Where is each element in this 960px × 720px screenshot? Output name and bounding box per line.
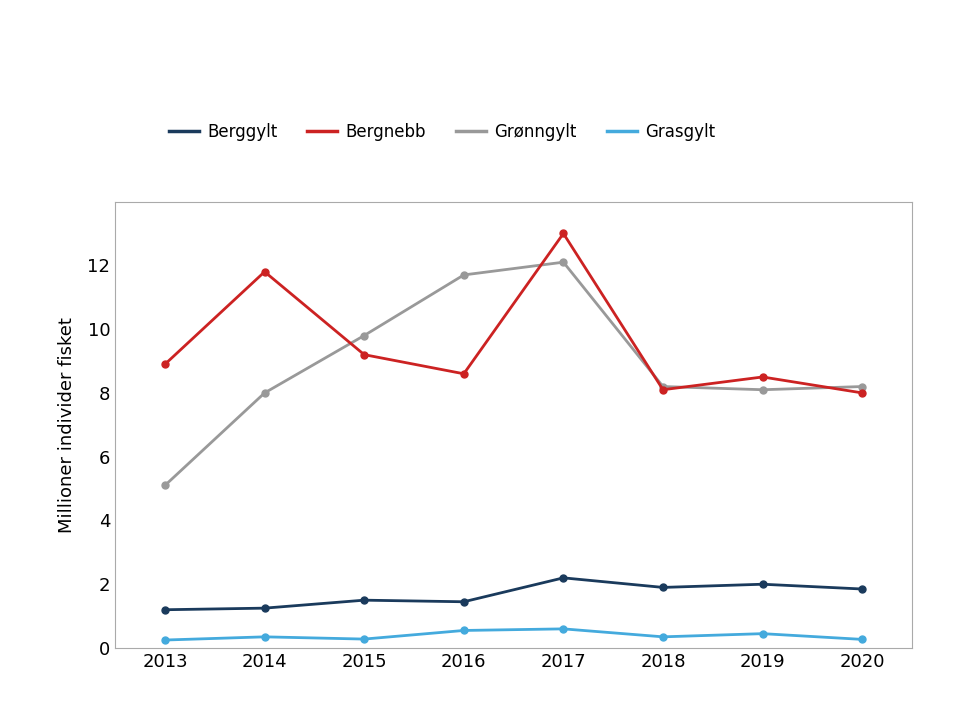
Y-axis label: Millioner individer fisket: Millioner individer fisket (59, 317, 77, 533)
Legend: Berggylt, Bergnebb, Grønngylt, Grasgylt: Berggylt, Bergnebb, Grønngylt, Grasgylt (162, 117, 722, 148)
